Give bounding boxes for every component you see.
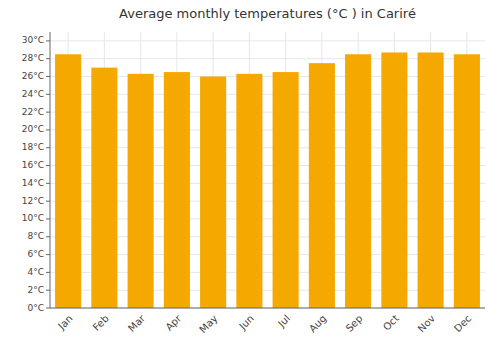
y-tick (46, 254, 50, 255)
y-tick-label: 28°C (22, 53, 44, 63)
grid (50, 32, 485, 308)
x-tick-label: Jul (275, 313, 292, 330)
x-tick-label: Jun (236, 313, 256, 333)
y-tick (46, 308, 50, 309)
x-tick-label: Dec (452, 313, 473, 334)
bar (273, 72, 299, 308)
y-tick-label: 20°C (22, 124, 44, 134)
bar (200, 77, 226, 308)
y-tick (46, 40, 50, 41)
y-tick-label: 4°C (27, 267, 44, 277)
bar (164, 72, 190, 308)
x-tick-label: Mar (126, 312, 148, 334)
x-tick-label: Sep (344, 313, 365, 334)
y-tick-label: 6°C (27, 249, 44, 259)
x-tick-label: Feb (91, 313, 111, 333)
y-tick (46, 236, 50, 237)
y-tick-label: 22°C (22, 107, 44, 117)
x-tick-label: May (197, 313, 219, 335)
x-axis-line (50, 308, 485, 309)
y-tick-label: 10°C (22, 213, 44, 223)
x-tick-label: Apr (163, 312, 184, 333)
bars (55, 52, 480, 308)
grid-line-y (50, 308, 485, 309)
y-tick-label: 12°C (22, 196, 44, 206)
x-tick-label: Nov (416, 313, 438, 335)
y-tick (46, 129, 50, 130)
grid-line-y (50, 40, 485, 41)
y-tick-label: 26°C (22, 71, 44, 81)
y-tick-label: 0°C (27, 303, 44, 313)
bar (418, 52, 444, 308)
bar (309, 63, 335, 308)
x-tick-label: Oct (381, 313, 401, 333)
y-tick-label: 8°C (27, 231, 44, 241)
y-tick (46, 94, 50, 95)
y-axis-line (50, 32, 51, 308)
y-tick-label: 2°C (27, 285, 44, 295)
y-tick-label: 30°C (22, 35, 44, 45)
y-tick (46, 218, 50, 219)
bar (91, 68, 117, 308)
y-tick-label: 14°C (22, 178, 44, 188)
y-tick-label: 24°C (22, 89, 44, 99)
y-tick (46, 147, 50, 148)
y-tick (46, 112, 50, 113)
y-tick (46, 290, 50, 291)
x-tick-label: Jan (55, 313, 74, 332)
y-tick (46, 201, 50, 202)
bar (454, 54, 480, 308)
title: Average monthly temperatures (°C ) in Ca… (119, 6, 416, 21)
bar (128, 74, 154, 308)
bar (236, 74, 262, 308)
x-tick-label: Aug (307, 313, 329, 335)
y-tick (46, 58, 50, 59)
y-tick (46, 165, 50, 166)
y-tick-label: 18°C (22, 142, 44, 152)
y-tick (46, 272, 50, 273)
chart: 0°C 2°C 4°C 6°C 8°C 10°C 12°C 14°C 16°C 18°C 20°C 2… (0, 0, 500, 350)
y-tick (46, 76, 50, 77)
y-tick-label: 16°C (22, 160, 44, 170)
y-tick (46, 183, 50, 184)
bar (381, 52, 407, 308)
bar (55, 54, 81, 308)
bar (345, 54, 371, 308)
axes: 0°C 2°C 4°C 6°C 8°C 10°C 12°C 14°C 16°C 18°C 20°C 2… (22, 32, 485, 335)
